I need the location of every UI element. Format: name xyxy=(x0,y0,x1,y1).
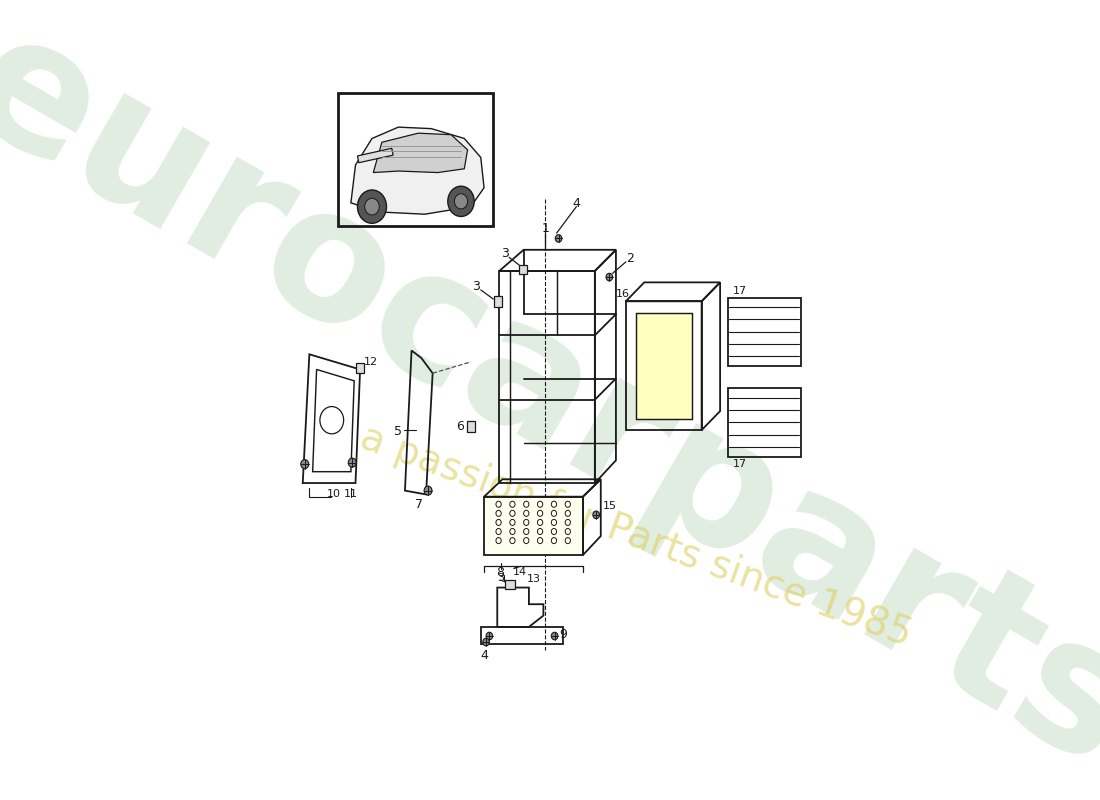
Circle shape xyxy=(483,638,490,646)
Text: 4: 4 xyxy=(480,650,488,662)
Circle shape xyxy=(486,632,493,640)
Circle shape xyxy=(425,486,432,495)
Text: 11: 11 xyxy=(344,490,358,499)
Text: 15: 15 xyxy=(603,501,616,510)
Bar xyxy=(728,388,801,457)
Circle shape xyxy=(606,274,613,281)
Text: 3: 3 xyxy=(497,573,504,582)
Bar xyxy=(519,265,527,274)
Polygon shape xyxy=(373,133,468,173)
Polygon shape xyxy=(351,127,484,214)
Circle shape xyxy=(593,511,600,518)
Text: 17: 17 xyxy=(733,286,747,296)
Circle shape xyxy=(365,198,380,215)
Polygon shape xyxy=(636,313,692,418)
Bar xyxy=(506,580,516,590)
Bar xyxy=(466,421,475,431)
Text: 3: 3 xyxy=(502,247,509,260)
Bar xyxy=(728,298,801,366)
Circle shape xyxy=(454,194,467,209)
Circle shape xyxy=(448,186,474,217)
Polygon shape xyxy=(484,497,583,555)
Text: 16: 16 xyxy=(616,289,629,298)
Circle shape xyxy=(556,234,562,242)
Text: 6: 6 xyxy=(456,420,464,433)
Circle shape xyxy=(300,459,309,469)
Text: 8: 8 xyxy=(496,566,505,579)
Text: 17: 17 xyxy=(733,459,747,469)
Text: 10: 10 xyxy=(327,490,341,499)
Text: 9: 9 xyxy=(559,628,568,641)
Text: a passion for Parts since 1985: a passion for Parts since 1985 xyxy=(354,418,916,654)
Bar xyxy=(494,296,503,306)
Bar xyxy=(355,362,364,374)
Text: 7: 7 xyxy=(416,498,424,510)
Text: 1: 1 xyxy=(541,222,549,235)
Circle shape xyxy=(349,458,356,467)
Text: 13: 13 xyxy=(527,574,540,584)
Text: 4: 4 xyxy=(572,197,581,210)
Circle shape xyxy=(551,632,558,640)
Text: 3: 3 xyxy=(472,280,480,293)
Polygon shape xyxy=(358,148,393,162)
Text: 2: 2 xyxy=(627,252,635,265)
Bar xyxy=(338,93,493,226)
Text: 5: 5 xyxy=(395,425,403,438)
Circle shape xyxy=(358,190,386,223)
Text: 12: 12 xyxy=(364,357,377,367)
Text: 14: 14 xyxy=(514,567,527,578)
